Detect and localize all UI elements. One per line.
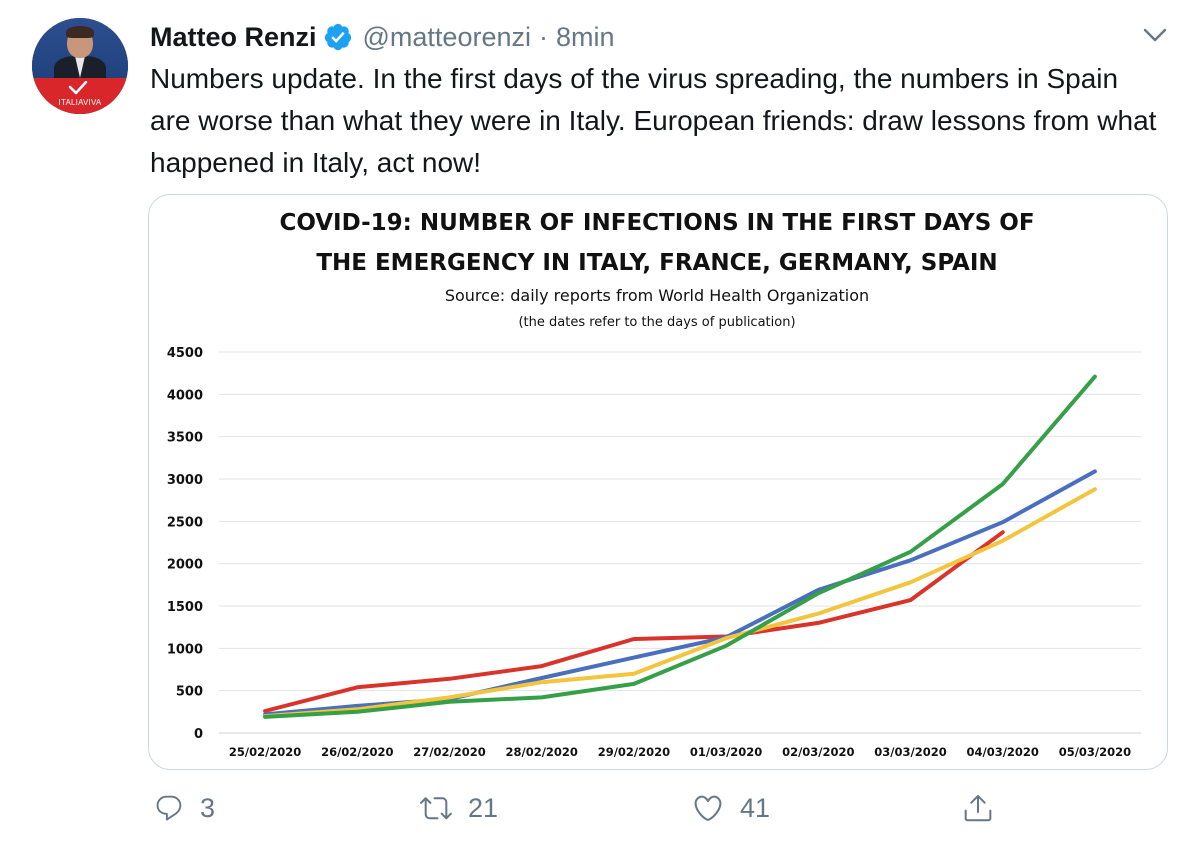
x-tick-label: 03/03/2020 [874,745,946,759]
covid-line-chart: COVID-19: NUMBER OF INFECTIONS IN THE FI… [167,210,1141,759]
tweet-header: Matteo Renzi @matteorenzi · 8min [150,17,615,57]
x-tick-label: 02/03/2020 [782,745,854,759]
x-tick-label: 29/02/2020 [598,745,670,759]
y-tick-label: 2500 [167,515,203,530]
x-tick-label: 25/02/2020 [229,745,301,759]
reply-button[interactable]: 3 [154,788,215,828]
chart-x-axis: 25/02/2020 26/02/2020 27/02/2020 28/02/2020… [229,745,1131,759]
y-tick-label: 1000 [167,642,203,657]
chart-subtitle: Source: daily reports from World Health … [445,286,869,305]
chart-y-axis: 0 500 1000 1500 2000 2500 3000 3500 4000 4500 [167,346,203,742]
avatar-person-shirt [75,56,85,78]
y-tick-label: 1500 [167,600,203,615]
like-count: 41 [740,792,771,823]
y-tick-label: 0 [194,727,203,742]
tweet-text: Numbers update. In the first days of the… [150,63,1157,178]
chart-title-line-2: THE EMERGENCY IN ITALY, FRANCE, GERMANY,… [316,250,997,276]
avatar-logo-text: ITALIAVIVA [58,98,102,107]
share-icon [964,795,992,822]
series-line-3 [263,374,1097,719]
x-tick-label: 01/03/2020 [690,745,762,759]
checkmark-logo-icon [68,81,88,95]
x-tick-label: 05/03/2020 [1059,745,1131,759]
tweet-actions: 3 21 41 [0,780,1192,836]
y-tick-label: 2000 [167,558,203,573]
user-handle[interactable]: @matteorenzi [362,21,531,52]
series-line-2 [263,487,1097,719]
chevron-down-icon[interactable] [1140,22,1170,48]
x-tick-label: 04/03/2020 [966,745,1038,759]
avatar-logo-band [32,78,128,114]
y-tick-label: 3500 [167,431,203,446]
y-tick-label: 500 [176,685,203,700]
avatar[interactable]: ITALIAVIVA [32,18,128,114]
retweet-count: 21 [468,792,499,823]
series-line-0 [263,530,1005,713]
retweet-button[interactable]: 21 [420,788,498,828]
verified-badge-icon [324,23,351,51]
x-tick-label: 27/02/2020 [413,745,485,759]
reply-count: 3 [200,792,216,823]
y-tick-label: 4000 [167,388,203,403]
tweet-timestamp[interactable]: 8min [556,21,615,52]
avatar-person-hair [66,26,94,38]
y-tick-label: 3000 [167,473,203,488]
reply-icon [156,795,182,821]
heart-icon [694,795,722,821]
chart-gridlines [219,351,1141,734]
share-button[interactable] [962,788,994,828]
display-name[interactable]: Matteo Renzi [150,21,317,52]
y-tick-label: 4500 [167,346,203,361]
like-button[interactable]: 41 [692,788,770,828]
x-tick-label: 28/02/2020 [505,745,577,759]
chart-series [263,374,1097,719]
chart-title-line-1: COVID-19: NUMBER OF INFECTIONS IN THE FI… [279,210,1034,236]
retweet-icon [420,797,452,820]
separator-dot: · [539,21,548,52]
chart-note: (the dates refer to the days of publicat… [518,315,795,330]
media-card[interactable]: COVID-19: NUMBER OF INFECTIONS IN THE FI… [148,194,1168,770]
x-tick-label: 26/02/2020 [321,745,393,759]
